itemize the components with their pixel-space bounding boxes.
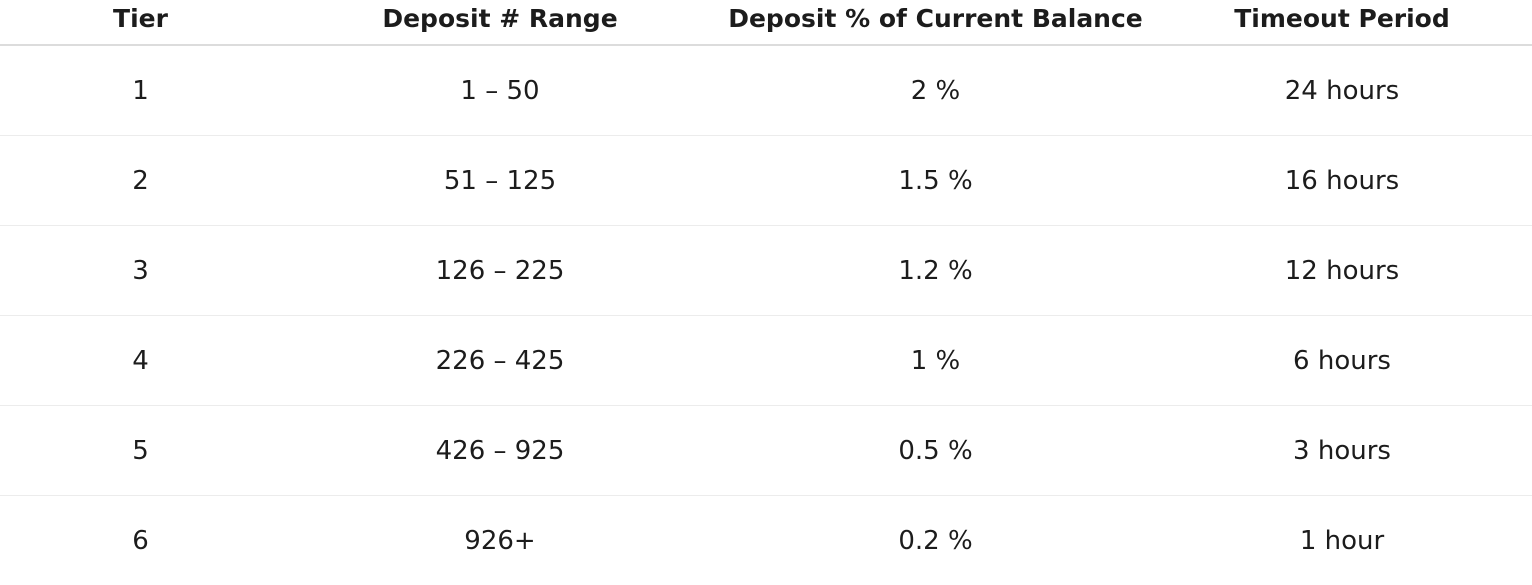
header-tier: Tier bbox=[0, 0, 281, 45]
cell-tier: 1 bbox=[0, 45, 281, 136]
table-row: 1 1 – 50 2 % 24 hours bbox=[0, 45, 1532, 136]
cell-tier: 6 bbox=[0, 496, 281, 585]
header-timeout-period: Timeout Period bbox=[1152, 0, 1532, 45]
cell-tier: 2 bbox=[0, 136, 281, 226]
cell-deposit-range: 51 – 125 bbox=[281, 136, 719, 226]
table-row: 5 426 – 925 0.5 % 3 hours bbox=[0, 406, 1532, 496]
cell-deposit-range: 1 – 50 bbox=[281, 45, 719, 136]
table-row: 3 126 – 225 1.2 % 12 hours bbox=[0, 226, 1532, 316]
cell-tier: 3 bbox=[0, 226, 281, 316]
table-row: 2 51 – 125 1.5 % 16 hours bbox=[0, 136, 1532, 226]
cell-timeout-period: 1 hour bbox=[1152, 496, 1532, 585]
cell-timeout-period: 16 hours bbox=[1152, 136, 1532, 226]
cell-timeout-period: 6 hours bbox=[1152, 316, 1532, 406]
table-row: 4 226 – 425 1 % 6 hours bbox=[0, 316, 1532, 406]
cell-timeout-period: 24 hours bbox=[1152, 45, 1532, 136]
cell-deposit-percent: 2 % bbox=[719, 45, 1152, 136]
cell-deposit-percent: 1 % bbox=[719, 316, 1152, 406]
cell-deposit-percent: 1.2 % bbox=[719, 226, 1152, 316]
header-deposit-range: Deposit # Range bbox=[281, 0, 719, 45]
table-header: Tier Deposit # Range Deposit % of Curren… bbox=[0, 0, 1532, 45]
table-body: 1 1 – 50 2 % 24 hours 2 51 – 125 1.5 % 1… bbox=[0, 45, 1532, 585]
cell-deposit-range: 426 – 925 bbox=[281, 406, 719, 496]
cell-timeout-period: 12 hours bbox=[1152, 226, 1532, 316]
cell-timeout-period: 3 hours bbox=[1152, 406, 1532, 496]
cell-deposit-percent: 1.5 % bbox=[719, 136, 1152, 226]
cell-deposit-percent: 0.5 % bbox=[719, 406, 1152, 496]
cell-deposit-range: 226 – 425 bbox=[281, 316, 719, 406]
cell-deposit-range: 926+ bbox=[281, 496, 719, 585]
cell-tier: 5 bbox=[0, 406, 281, 496]
table-row: 6 926+ 0.2 % 1 hour bbox=[0, 496, 1532, 585]
cell-tier: 4 bbox=[0, 316, 281, 406]
header-deposit-percent: Deposit % of Current Balance bbox=[719, 0, 1152, 45]
header-row: Tier Deposit # Range Deposit % of Curren… bbox=[0, 0, 1532, 45]
cell-deposit-range: 126 – 225 bbox=[281, 226, 719, 316]
cell-deposit-percent: 0.2 % bbox=[719, 496, 1152, 585]
